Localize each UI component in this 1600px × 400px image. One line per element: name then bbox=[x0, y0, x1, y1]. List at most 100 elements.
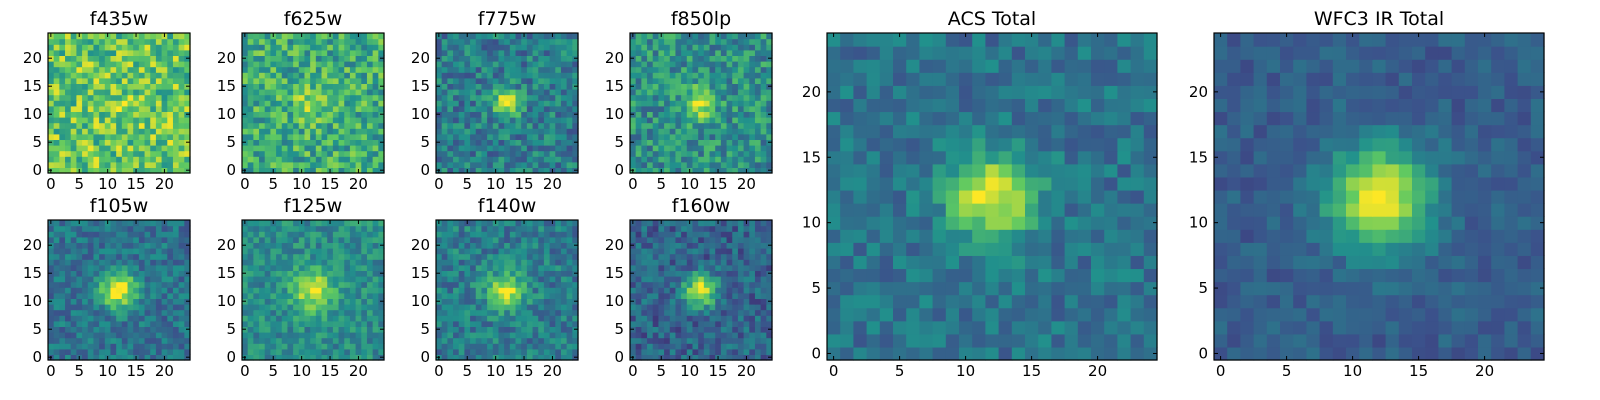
heatmap-cell bbox=[555, 133, 562, 140]
heatmap-cell bbox=[70, 100, 77, 107]
heatmap-cell bbox=[681, 276, 688, 283]
heatmap-cell bbox=[692, 348, 699, 355]
heatmap-cell bbox=[372, 287, 379, 294]
heatmap-cell bbox=[652, 320, 659, 327]
heatmap-cell bbox=[635, 292, 642, 299]
heatmap-cell bbox=[87, 33, 95, 40]
heatmap-cell bbox=[161, 343, 168, 350]
heatmap-cell bbox=[366, 231, 374, 238]
heatmap-cell bbox=[349, 117, 357, 124]
heatmap-cell bbox=[754, 77, 762, 84]
heatmap-cell bbox=[675, 66, 682, 73]
heatmap-cell bbox=[127, 128, 134, 135]
heatmap-cell bbox=[298, 44, 306, 51]
heatmap-cell bbox=[549, 150, 556, 157]
heatmap-cell bbox=[264, 77, 271, 84]
heatmap-cell bbox=[264, 270, 271, 277]
heatmap-cell bbox=[372, 276, 379, 283]
heatmap-cell bbox=[242, 133, 249, 140]
heatmap-cell bbox=[65, 281, 72, 288]
heatmap-cell bbox=[76, 332, 83, 339]
heatmap-cell bbox=[692, 276, 699, 283]
heatmap-cell bbox=[470, 231, 477, 238]
heatmap-cell bbox=[144, 33, 151, 40]
heatmap-cell bbox=[242, 320, 249, 327]
heatmap-cell bbox=[150, 248, 157, 255]
heatmap-cell bbox=[372, 128, 379, 135]
heatmap-cell bbox=[635, 66, 642, 73]
heatmap-cell bbox=[338, 259, 345, 266]
heatmap-cell bbox=[538, 281, 545, 288]
y-tick-label: 20 bbox=[605, 49, 624, 67]
heatmap-cell bbox=[59, 276, 66, 283]
heatmap-cell bbox=[161, 38, 168, 45]
heatmap-cell bbox=[93, 220, 100, 227]
heatmap-cell bbox=[698, 298, 705, 305]
heatmap-cell bbox=[276, 298, 283, 305]
heatmap-cell bbox=[504, 337, 511, 344]
heatmap-cell bbox=[555, 276, 562, 283]
heatmap-cell bbox=[298, 292, 306, 299]
heatmap-cell bbox=[492, 139, 500, 146]
heatmap-cell bbox=[378, 281, 385, 288]
heatmap-cell bbox=[110, 231, 117, 238]
heatmap-cell bbox=[372, 89, 379, 96]
heatmap-cell bbox=[253, 83, 260, 90]
heatmap-cell bbox=[709, 298, 716, 305]
heatmap-cell bbox=[504, 231, 511, 238]
heatmap-cell bbox=[509, 66, 517, 73]
heatmap-cell bbox=[138, 150, 146, 157]
heatmap-cell bbox=[675, 332, 682, 339]
heatmap-cell bbox=[647, 150, 654, 157]
heatmap-cell bbox=[470, 89, 477, 96]
heatmap-cell bbox=[492, 122, 500, 129]
heatmap-cell bbox=[138, 44, 146, 51]
heatmap-cell bbox=[658, 117, 665, 124]
heatmap-cell bbox=[253, 276, 260, 283]
heatmap-cell bbox=[560, 225, 568, 232]
heatmap-cell bbox=[549, 77, 556, 84]
heatmap-cell bbox=[509, 100, 517, 107]
heatmap-cell bbox=[543, 117, 551, 124]
panel-title: f775w bbox=[478, 8, 537, 30]
heatmap-cell bbox=[293, 100, 300, 107]
heatmap-cell bbox=[498, 309, 505, 316]
heatmap-cell bbox=[749, 111, 756, 118]
heatmap-cell bbox=[48, 236, 55, 243]
heatmap-cell bbox=[270, 55, 277, 62]
heatmap-cell bbox=[555, 264, 562, 271]
heatmap-cell bbox=[344, 264, 351, 271]
heatmap-cell bbox=[104, 343, 112, 350]
heatmap-cell bbox=[366, 77, 374, 84]
heatmap-cell bbox=[87, 225, 95, 232]
heatmap-cell bbox=[464, 44, 471, 51]
heatmap-cell bbox=[178, 55, 185, 62]
heatmap-cell bbox=[247, 348, 254, 355]
heatmap-cell bbox=[65, 122, 72, 129]
heatmap-cell bbox=[144, 304, 151, 311]
heatmap-cell bbox=[87, 117, 95, 124]
heatmap-cell bbox=[754, 100, 762, 107]
heatmap-cell bbox=[332, 117, 340, 124]
heatmap-cell bbox=[726, 145, 733, 152]
heatmap-cell bbox=[436, 304, 443, 311]
heatmap-cell bbox=[487, 117, 494, 124]
heatmap-cell bbox=[732, 167, 739, 174]
heatmap-cell bbox=[247, 105, 254, 112]
heatmap-cell bbox=[378, 225, 385, 232]
heatmap-cell bbox=[543, 264, 551, 271]
heatmap-cell bbox=[178, 94, 185, 101]
y-tick-label: 10 bbox=[217, 292, 236, 310]
heatmap-cell bbox=[681, 105, 688, 112]
heatmap-cell bbox=[566, 343, 573, 350]
heatmap-cell bbox=[281, 100, 289, 107]
heatmap-cell bbox=[116, 332, 123, 339]
heatmap-cell bbox=[127, 259, 134, 266]
heatmap-cell bbox=[332, 326, 340, 333]
heatmap-cell bbox=[167, 72, 174, 79]
heatmap-cell bbox=[59, 72, 66, 79]
heatmap-cell bbox=[310, 117, 317, 124]
heatmap-cell bbox=[59, 332, 66, 339]
heatmap-cell bbox=[270, 225, 277, 232]
heatmap-cell bbox=[509, 287, 517, 294]
